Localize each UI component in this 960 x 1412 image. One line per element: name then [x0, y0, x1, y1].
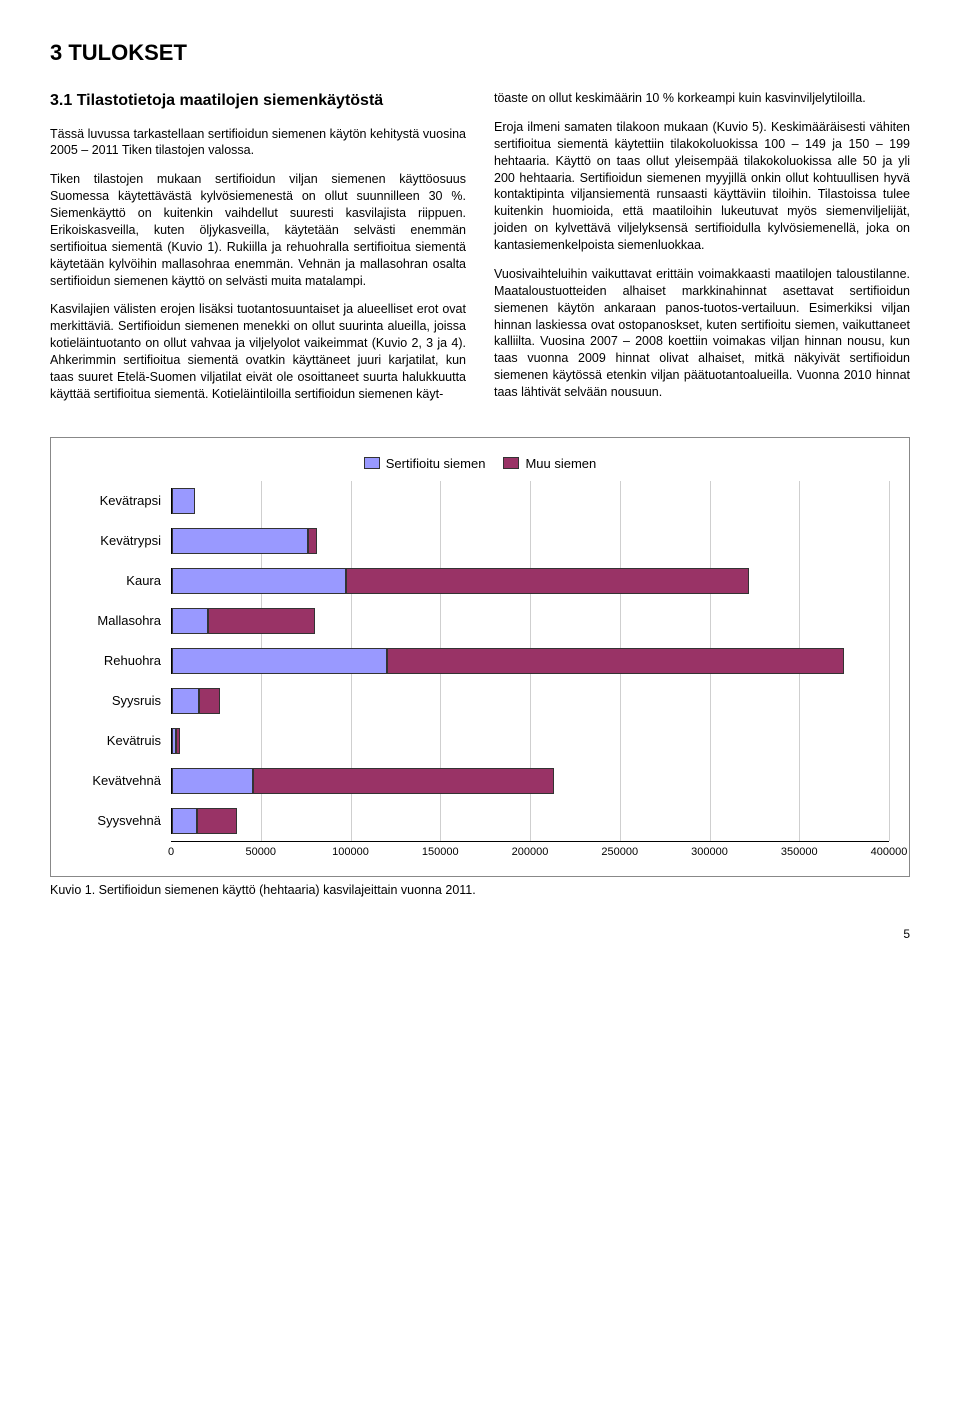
bar-label: Kevätrapsi: [71, 493, 171, 508]
bar-segment-muu: [199, 688, 221, 714]
bar-track: [171, 528, 889, 554]
legend-item: Muu siemen: [503, 456, 596, 471]
bar-row: Rehuohra: [71, 641, 889, 681]
bar-label: Kevätrypsi: [71, 533, 171, 548]
x-tick-label: 100000: [332, 846, 369, 858]
bar-track: [171, 808, 889, 834]
bar-label: Mallasohra: [71, 613, 171, 628]
x-tick-label: 0: [168, 846, 174, 858]
bar-track: [171, 768, 889, 794]
legend-label: Muu siemen: [525, 456, 596, 471]
bar-track: [171, 608, 889, 634]
bar-track: [171, 728, 889, 754]
x-tick-label: 50000: [245, 846, 276, 858]
bar-row: Kaura: [71, 561, 889, 601]
bar-segment-sertifioitu: [172, 808, 197, 834]
bar-row: Mallasohra: [71, 601, 889, 641]
gridline: [889, 481, 890, 841]
legend-swatch: [364, 457, 380, 469]
bar-row: Kevätruis: [71, 721, 889, 761]
bar-segment-sertifioitu: [172, 528, 308, 554]
bar-track: [171, 488, 889, 514]
page-number: 5: [50, 927, 910, 941]
body-paragraph: Kasvilajien välisten erojen lisäksi tuot…: [50, 301, 466, 402]
bar-segment-muu: [197, 808, 236, 834]
chart-container: Sertifioitu siemen Muu siemen Kevätrapsi…: [50, 437, 910, 877]
chart-plot: Kevätrapsi Kevätrypsi Kaura Mallasohra Rehuo…: [71, 481, 889, 841]
body-paragraph: Tiken tilastojen mukaan sertifioidun vil…: [50, 171, 466, 289]
bar-segment-sertifioitu: [172, 488, 195, 514]
bar-track: [171, 648, 889, 674]
bar-track: [171, 568, 889, 594]
bar-segment-muu: [176, 728, 180, 754]
x-tick-label: 200000: [512, 846, 549, 858]
chart-legend: Sertifioitu siemen Muu siemen: [71, 456, 889, 471]
body-paragraph: Eroja ilmeni samaten tilakoon mukaan (Ku…: [494, 119, 910, 254]
bar-segment-muu: [208, 608, 316, 634]
section-title: 3.1 Tilastotietoja maatilojen siemenkäyt…: [50, 90, 466, 112]
bar-segment-sertifioitu: [172, 688, 199, 714]
bar-row: Syysvehnä: [71, 801, 889, 841]
body-paragraph: töaste on ollut keskimäärin 10 % korkeam…: [494, 90, 910, 107]
body-paragraph: Vuosivaihteluihin vaikuttavat erittäin v…: [494, 266, 910, 401]
bar-label: Syysvehnä: [71, 813, 171, 828]
bar-segment-sertifioitu: [172, 648, 387, 674]
bar-segment-muu: [308, 528, 317, 554]
bar-row: Kevätrypsi: [71, 521, 889, 561]
bar-row: Kevätrapsi: [71, 481, 889, 521]
legend-item: Sertifioitu siemen: [364, 456, 486, 471]
bar-segment-muu: [253, 768, 554, 794]
bar-row: Kevätvehnä: [71, 761, 889, 801]
bar-label: Rehuohra: [71, 653, 171, 668]
bar-segment-muu: [346, 568, 749, 594]
x-tick-label: 250000: [601, 846, 638, 858]
bar-segment-sertifioitu: [172, 768, 253, 794]
right-column: töaste on ollut keskimäärin 10 % korkeam…: [494, 90, 910, 415]
legend-swatch: [503, 457, 519, 469]
bar-track: [171, 688, 889, 714]
x-tick-label: 300000: [691, 846, 728, 858]
bar-segment-sertifioitu: [172, 568, 346, 594]
chart-caption: Kuvio 1. Sertifioidun siemenen käyttö (h…: [50, 883, 910, 897]
bar-label: Kevätvehnä: [71, 773, 171, 788]
bar-label: Kaura: [71, 573, 171, 588]
bar-label: Kevätruis: [71, 733, 171, 748]
bar-segment-sertifioitu: [172, 608, 208, 634]
left-column: 3.1 Tilastotietoja maatilojen siemenkäyt…: [50, 90, 466, 415]
bar-row: Syysruis: [71, 681, 889, 721]
intro-paragraph: Tässä luvussa tarkastellaan sertifioidun…: [50, 126, 466, 160]
page-title: 3 TULOKSET: [50, 40, 910, 66]
x-tick-label: 350000: [781, 846, 818, 858]
legend-label: Sertifioitu siemen: [386, 456, 486, 471]
x-tick-label: 150000: [422, 846, 459, 858]
bar-label: Syysruis: [71, 693, 171, 708]
bar-segment-muu: [387, 648, 844, 674]
x-axis: 0 50000 100000 150000 200000 250000 300000 3500…: [171, 841, 889, 866]
x-tick-label: 400000: [871, 846, 908, 858]
